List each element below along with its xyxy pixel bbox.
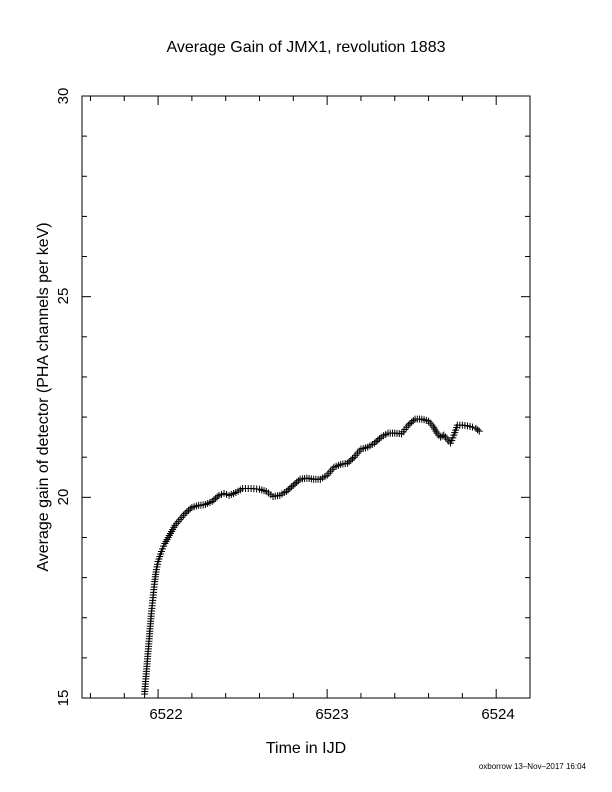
plot-frame <box>81 95 531 699</box>
data-point-marker <box>213 493 221 501</box>
data-point-marker <box>372 438 380 446</box>
data-point-marker <box>347 456 355 464</box>
x-tick-label-6524: 6524 <box>481 706 514 723</box>
data-point-marker <box>409 417 417 425</box>
data-point-marker <box>291 480 299 488</box>
data-point-marker <box>348 455 356 463</box>
data-markers <box>141 415 483 698</box>
data-point-marker <box>438 432 446 440</box>
y-tick-label-25: 25 <box>55 288 72 305</box>
data-point-marker <box>374 436 382 444</box>
x-tick-label-6523: 6523 <box>315 706 348 723</box>
data-point-marker <box>343 459 351 467</box>
data-point-marker <box>294 477 302 485</box>
y-tick-label-30: 30 <box>55 88 72 105</box>
footer-stamp: oxborrow 13–Nov–2017 16:04 <box>479 762 587 771</box>
chart-title: Average Gain of JMX1, revolution 1883 <box>167 39 446 56</box>
data-point-marker <box>212 494 220 502</box>
x-tick-label-6522: 6522 <box>149 706 182 723</box>
data-point-marker <box>208 497 216 505</box>
y-axis-label: Average gain of detector (PHA channels p… <box>35 222 52 571</box>
data-point-marker <box>404 421 412 429</box>
data-point-marker <box>293 478 301 486</box>
data-point-marker <box>345 458 353 466</box>
data-point-marker <box>475 427 483 435</box>
data-point-marker <box>286 484 294 492</box>
data-point-marker <box>474 426 482 434</box>
y-tick-label-15: 15 <box>55 690 72 707</box>
data-point-marker <box>288 483 296 491</box>
data-point-marker <box>406 420 414 428</box>
data-point-marker <box>183 508 191 516</box>
y-tick-labels: 15 20 25 30 <box>55 88 72 707</box>
data-point-marker <box>289 481 297 489</box>
data-point-marker <box>185 506 193 514</box>
y-tick-label-20: 20 <box>55 489 72 506</box>
data-point-marker <box>181 509 189 517</box>
x-axis-label: Time in IJD <box>266 740 346 757</box>
data-point-marker <box>370 439 378 447</box>
data-point-marker <box>284 486 292 494</box>
data-point-marker <box>210 496 218 504</box>
axis-ticks <box>82 95 530 699</box>
data-point-marker <box>283 487 291 495</box>
data-point-marker <box>408 418 416 426</box>
x-tick-labels: 6522 6523 6524 <box>149 706 514 723</box>
data-point-marker <box>376 435 384 443</box>
data-point-marker <box>186 505 194 513</box>
data-point-marker <box>469 423 477 431</box>
